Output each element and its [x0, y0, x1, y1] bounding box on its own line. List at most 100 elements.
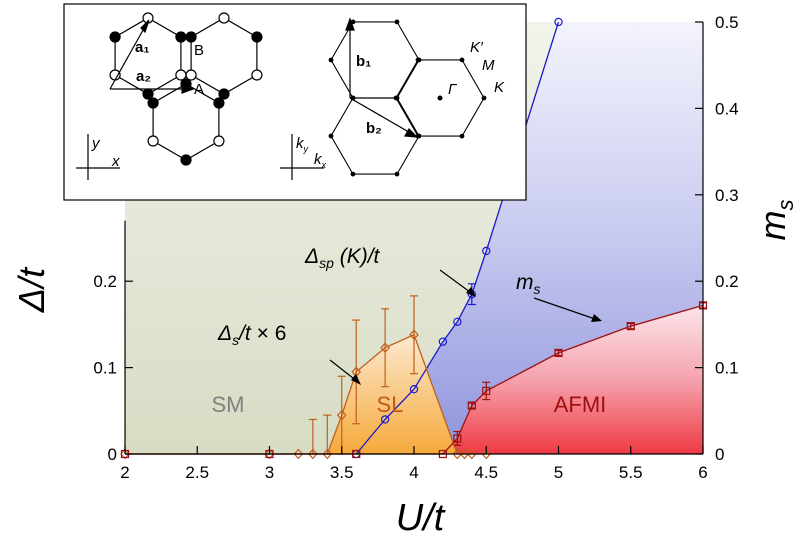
- data-point: [481, 448, 492, 460]
- bz-vertex: [481, 95, 487, 101]
- label-a2: a₂: [136, 68, 151, 85]
- lattice-site: [109, 31, 121, 43]
- label-y-axis: y: [91, 135, 101, 152]
- lattice-site: [175, 31, 187, 43]
- data-point: [120, 448, 130, 460]
- reciprocal-lattice: [328, 19, 487, 177]
- data-point: [482, 246, 491, 256]
- data-point: [293, 448, 304, 460]
- real-space-vectors: [109, 19, 195, 94]
- svg-text:Δsp (K)/t: Δsp (K)/t: [304, 245, 381, 271]
- lattice-inset: a₁ a₂ B A y x b₁ b₂ K′ M K Γ ky kx: [63, 3, 527, 201]
- y2-tick-label: 0.1: [715, 359, 739, 378]
- reciprocal-axes: [280, 134, 324, 180]
- lattice-site: [218, 88, 230, 100]
- y2-tick-label: 0.3: [715, 186, 739, 205]
- region-label-sl: SL: [377, 392, 404, 417]
- lattice-site: [147, 135, 159, 147]
- lattice-site: [251, 69, 263, 81]
- x-tick-label: 3: [265, 463, 274, 482]
- real-space-axes: [76, 134, 120, 180]
- data-point: [466, 448, 477, 460]
- y-axis-title: Δ/t: [11, 266, 52, 313]
- lattice-site: [185, 31, 197, 43]
- label-b1: b₁: [356, 53, 371, 70]
- real-space-lattice: [109, 12, 263, 166]
- lattice-site: [175, 69, 187, 81]
- data-point: [453, 434, 462, 443]
- series-line: [355, 21, 560, 455]
- data-point: [308, 448, 318, 460]
- data-point: [322, 448, 333, 460]
- lattice-site: [218, 12, 230, 24]
- label-m: M: [482, 57, 495, 74]
- y2-tick-label: 0.5: [715, 13, 739, 32]
- y-tick-label: 0.1: [93, 359, 117, 378]
- x-tick-label: 2: [120, 463, 129, 482]
- bz-vertex: [328, 133, 334, 139]
- x-tick-label: 5.5: [619, 463, 643, 482]
- label-b-site: B: [194, 42, 204, 59]
- x-tick-label: 3.5: [330, 463, 354, 482]
- label-gamma: Γ: [448, 81, 458, 98]
- y2-tick-label: 0: [715, 445, 724, 464]
- reciprocal-vectors: [345, 17, 419, 138]
- lattice-site: [147, 97, 159, 109]
- bz-vertex: [350, 171, 356, 177]
- data-point: [626, 322, 635, 331]
- data-point: [380, 342, 390, 354]
- x-tick-label: 4.5: [474, 463, 498, 482]
- tick-marks: 2 2.5 3 3.5 4 4.5 5 5.5 600.10.200.10.20.30.40.5: [93, 13, 738, 482]
- lattice-site: [251, 31, 263, 43]
- lattice-site: [185, 69, 197, 81]
- svg-text:Δs/t × 6: Δs/t × 6: [217, 322, 286, 348]
- data-point: [453, 317, 462, 327]
- afmi-region: [442, 305, 703, 454]
- data-point: [380, 415, 390, 424]
- x-tick-label: 5: [554, 463, 563, 482]
- label-ky: ky: [296, 135, 309, 154]
- lattice-site: [213, 135, 225, 147]
- y-tick-label: 0: [108, 445, 117, 464]
- label-a1: a₁: [135, 39, 150, 56]
- bz-vertex: [459, 57, 465, 63]
- y-tick-label: 0.2: [93, 272, 117, 291]
- data-point: [336, 409, 347, 421]
- bz-vertex: [394, 19, 400, 25]
- x-tick-label: 2.5: [185, 463, 209, 482]
- data-point: [409, 385, 419, 394]
- y2-axis-title: ms: [752, 200, 798, 241]
- data-point: [264, 448, 275, 460]
- label-kprime: K′: [470, 39, 484, 56]
- x-tick-label: 6: [698, 463, 707, 482]
- data-point: [459, 448, 470, 460]
- data-point: [438, 337, 448, 346]
- data-point: [554, 348, 563, 358]
- label-k: K: [494, 79, 505, 96]
- bz-vertex: [394, 171, 400, 177]
- label-a-site: A: [194, 81, 204, 98]
- data-point: [467, 401, 476, 410]
- lattice-site: [142, 88, 154, 100]
- annotation-ds: Δs/t × 6: [217, 322, 361, 385]
- lattice-site: [109, 69, 121, 81]
- annotation-ms: ms: [516, 271, 602, 322]
- y2-tick-label: 0.2: [715, 272, 739, 291]
- x-axis-title: U/t: [396, 497, 446, 539]
- data-point: [452, 448, 463, 460]
- data-point: [554, 17, 563, 27]
- annotation-dsp: Δsp (K)/t: [304, 245, 476, 297]
- region-label-afmi: AFMI: [554, 392, 607, 417]
- data-point: [409, 329, 419, 341]
- bz-vertex: [459, 133, 465, 139]
- x-tick-label: 4: [409, 463, 418, 482]
- label-x-axis: x: [111, 153, 120, 170]
- bz-vertex: [415, 57, 421, 63]
- lattice-site: [180, 154, 192, 166]
- region-label-sm: SM: [212, 392, 245, 417]
- data-point: [482, 386, 491, 396]
- gamma-point: [437, 95, 443, 101]
- label-kx: kx: [314, 151, 327, 170]
- y2-tick-label: 0.4: [715, 99, 739, 118]
